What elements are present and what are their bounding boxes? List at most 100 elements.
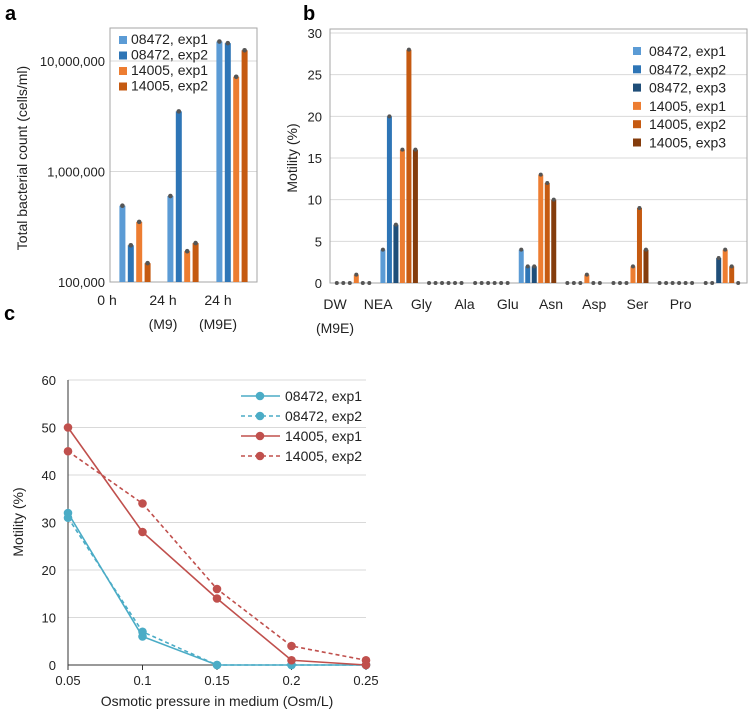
error-cap xyxy=(578,281,583,285)
series-line xyxy=(67,450,367,662)
error-cap xyxy=(380,247,385,252)
x-tick-label: Glu xyxy=(497,296,519,312)
error-cap xyxy=(545,181,550,185)
error-cap xyxy=(703,281,708,285)
y-tick-label: 10 xyxy=(308,193,322,208)
x-tick-label: 0.05 xyxy=(55,673,80,688)
legend-swatch xyxy=(633,83,641,92)
bar xyxy=(216,41,223,282)
error-cap xyxy=(354,272,359,277)
x-tick-label: 0.2 xyxy=(282,673,300,688)
error-cap xyxy=(657,281,662,285)
bar xyxy=(353,274,359,283)
error-cap xyxy=(584,272,589,277)
bar xyxy=(175,111,182,282)
legend-label: 14005, exp2 xyxy=(649,116,726,132)
bar xyxy=(544,183,550,283)
legend-swatch xyxy=(633,65,641,74)
x-tick-label: (M9E) xyxy=(316,320,354,336)
error-cap xyxy=(360,281,365,285)
error-cap xyxy=(677,281,682,285)
error-cap xyxy=(427,281,432,285)
data-point xyxy=(138,499,147,508)
x-tick-label: 24 h xyxy=(149,292,176,308)
error-cap xyxy=(440,281,445,285)
legend-label: 08472, exp2 xyxy=(131,47,208,63)
data-point xyxy=(212,660,222,670)
error-cap xyxy=(176,109,182,114)
bar xyxy=(127,245,134,282)
y-tick-label: 25 xyxy=(308,68,322,83)
data-point xyxy=(212,584,222,594)
error-cap xyxy=(393,222,398,227)
error-cap xyxy=(492,281,497,285)
y-tick-label: 20 xyxy=(42,563,56,578)
legend-marker xyxy=(255,451,265,461)
bar xyxy=(184,251,191,282)
y-tick-label: 100,000 xyxy=(58,275,105,290)
error-cap xyxy=(217,39,222,44)
error-cap xyxy=(690,281,695,285)
bar xyxy=(233,76,240,282)
error-cap xyxy=(486,281,491,285)
legend-swatch xyxy=(119,51,127,60)
error-cap xyxy=(400,147,405,152)
legend-label: 08472, exp1 xyxy=(649,43,726,59)
error-cap xyxy=(433,281,438,285)
bar xyxy=(399,149,405,283)
legend-swatch xyxy=(633,47,641,55)
bar xyxy=(630,266,636,283)
legend-swatch xyxy=(633,101,641,110)
error-cap xyxy=(128,242,134,248)
legend-label: 14005, exp1 xyxy=(285,428,362,444)
y-axis-label: Motility (%) xyxy=(10,487,26,556)
error-cap xyxy=(387,114,392,119)
error-cap xyxy=(347,281,352,285)
error-cap xyxy=(571,281,576,285)
legend-label: 14005, exp2 xyxy=(285,448,362,464)
x-tick-label: NEA xyxy=(364,296,393,312)
error-cap xyxy=(519,247,524,252)
error-cap xyxy=(664,281,669,285)
x-tick-label: (M9E) xyxy=(199,316,237,332)
error-cap xyxy=(453,281,458,285)
bar xyxy=(167,196,174,282)
bar xyxy=(136,221,143,282)
y-tick-label: 10,000,000 xyxy=(40,54,105,69)
error-cap xyxy=(683,281,688,285)
y-tick-label: 0 xyxy=(315,276,322,291)
error-cap xyxy=(670,281,675,285)
error-cap xyxy=(637,206,642,210)
x-axis-label: Osmotic pressure in medium (Osm/L) xyxy=(101,693,334,709)
y-tick-label: 30 xyxy=(42,516,56,531)
data-point xyxy=(63,513,73,523)
y-tick-label: 1,000,000 xyxy=(47,165,105,180)
panel-a: a xyxy=(5,3,258,283)
data-point xyxy=(212,594,222,603)
bar xyxy=(584,274,590,283)
error-cap xyxy=(723,247,728,252)
x-tick-label: 0.15 xyxy=(204,673,229,688)
y-tick-label: 60 xyxy=(42,373,56,388)
y-tick-label: 50 xyxy=(42,421,56,436)
bar xyxy=(636,208,642,283)
legend-label: 08472, exp2 xyxy=(649,61,726,77)
legend-swatch xyxy=(633,138,641,147)
x-tick-label: Ala xyxy=(454,296,474,312)
y-tick-label: 0 xyxy=(49,658,56,673)
x-tick-label: Asp xyxy=(582,296,606,312)
error-cap xyxy=(459,281,464,285)
error-cap xyxy=(193,240,198,246)
bar xyxy=(551,199,557,283)
legend-swatch xyxy=(119,82,127,91)
y-tick-label: 40 xyxy=(42,468,56,483)
legend-label: 08472, exp1 xyxy=(285,388,362,404)
y-axis-label: Total bacterial count (cells/ml) xyxy=(14,66,30,250)
legend-swatch xyxy=(119,36,127,44)
bar xyxy=(412,149,418,283)
data-point xyxy=(138,527,147,537)
error-cap xyxy=(334,281,339,285)
error-cap xyxy=(624,281,629,285)
legend-label: 08472, exp3 xyxy=(649,80,726,96)
bar xyxy=(716,258,722,283)
